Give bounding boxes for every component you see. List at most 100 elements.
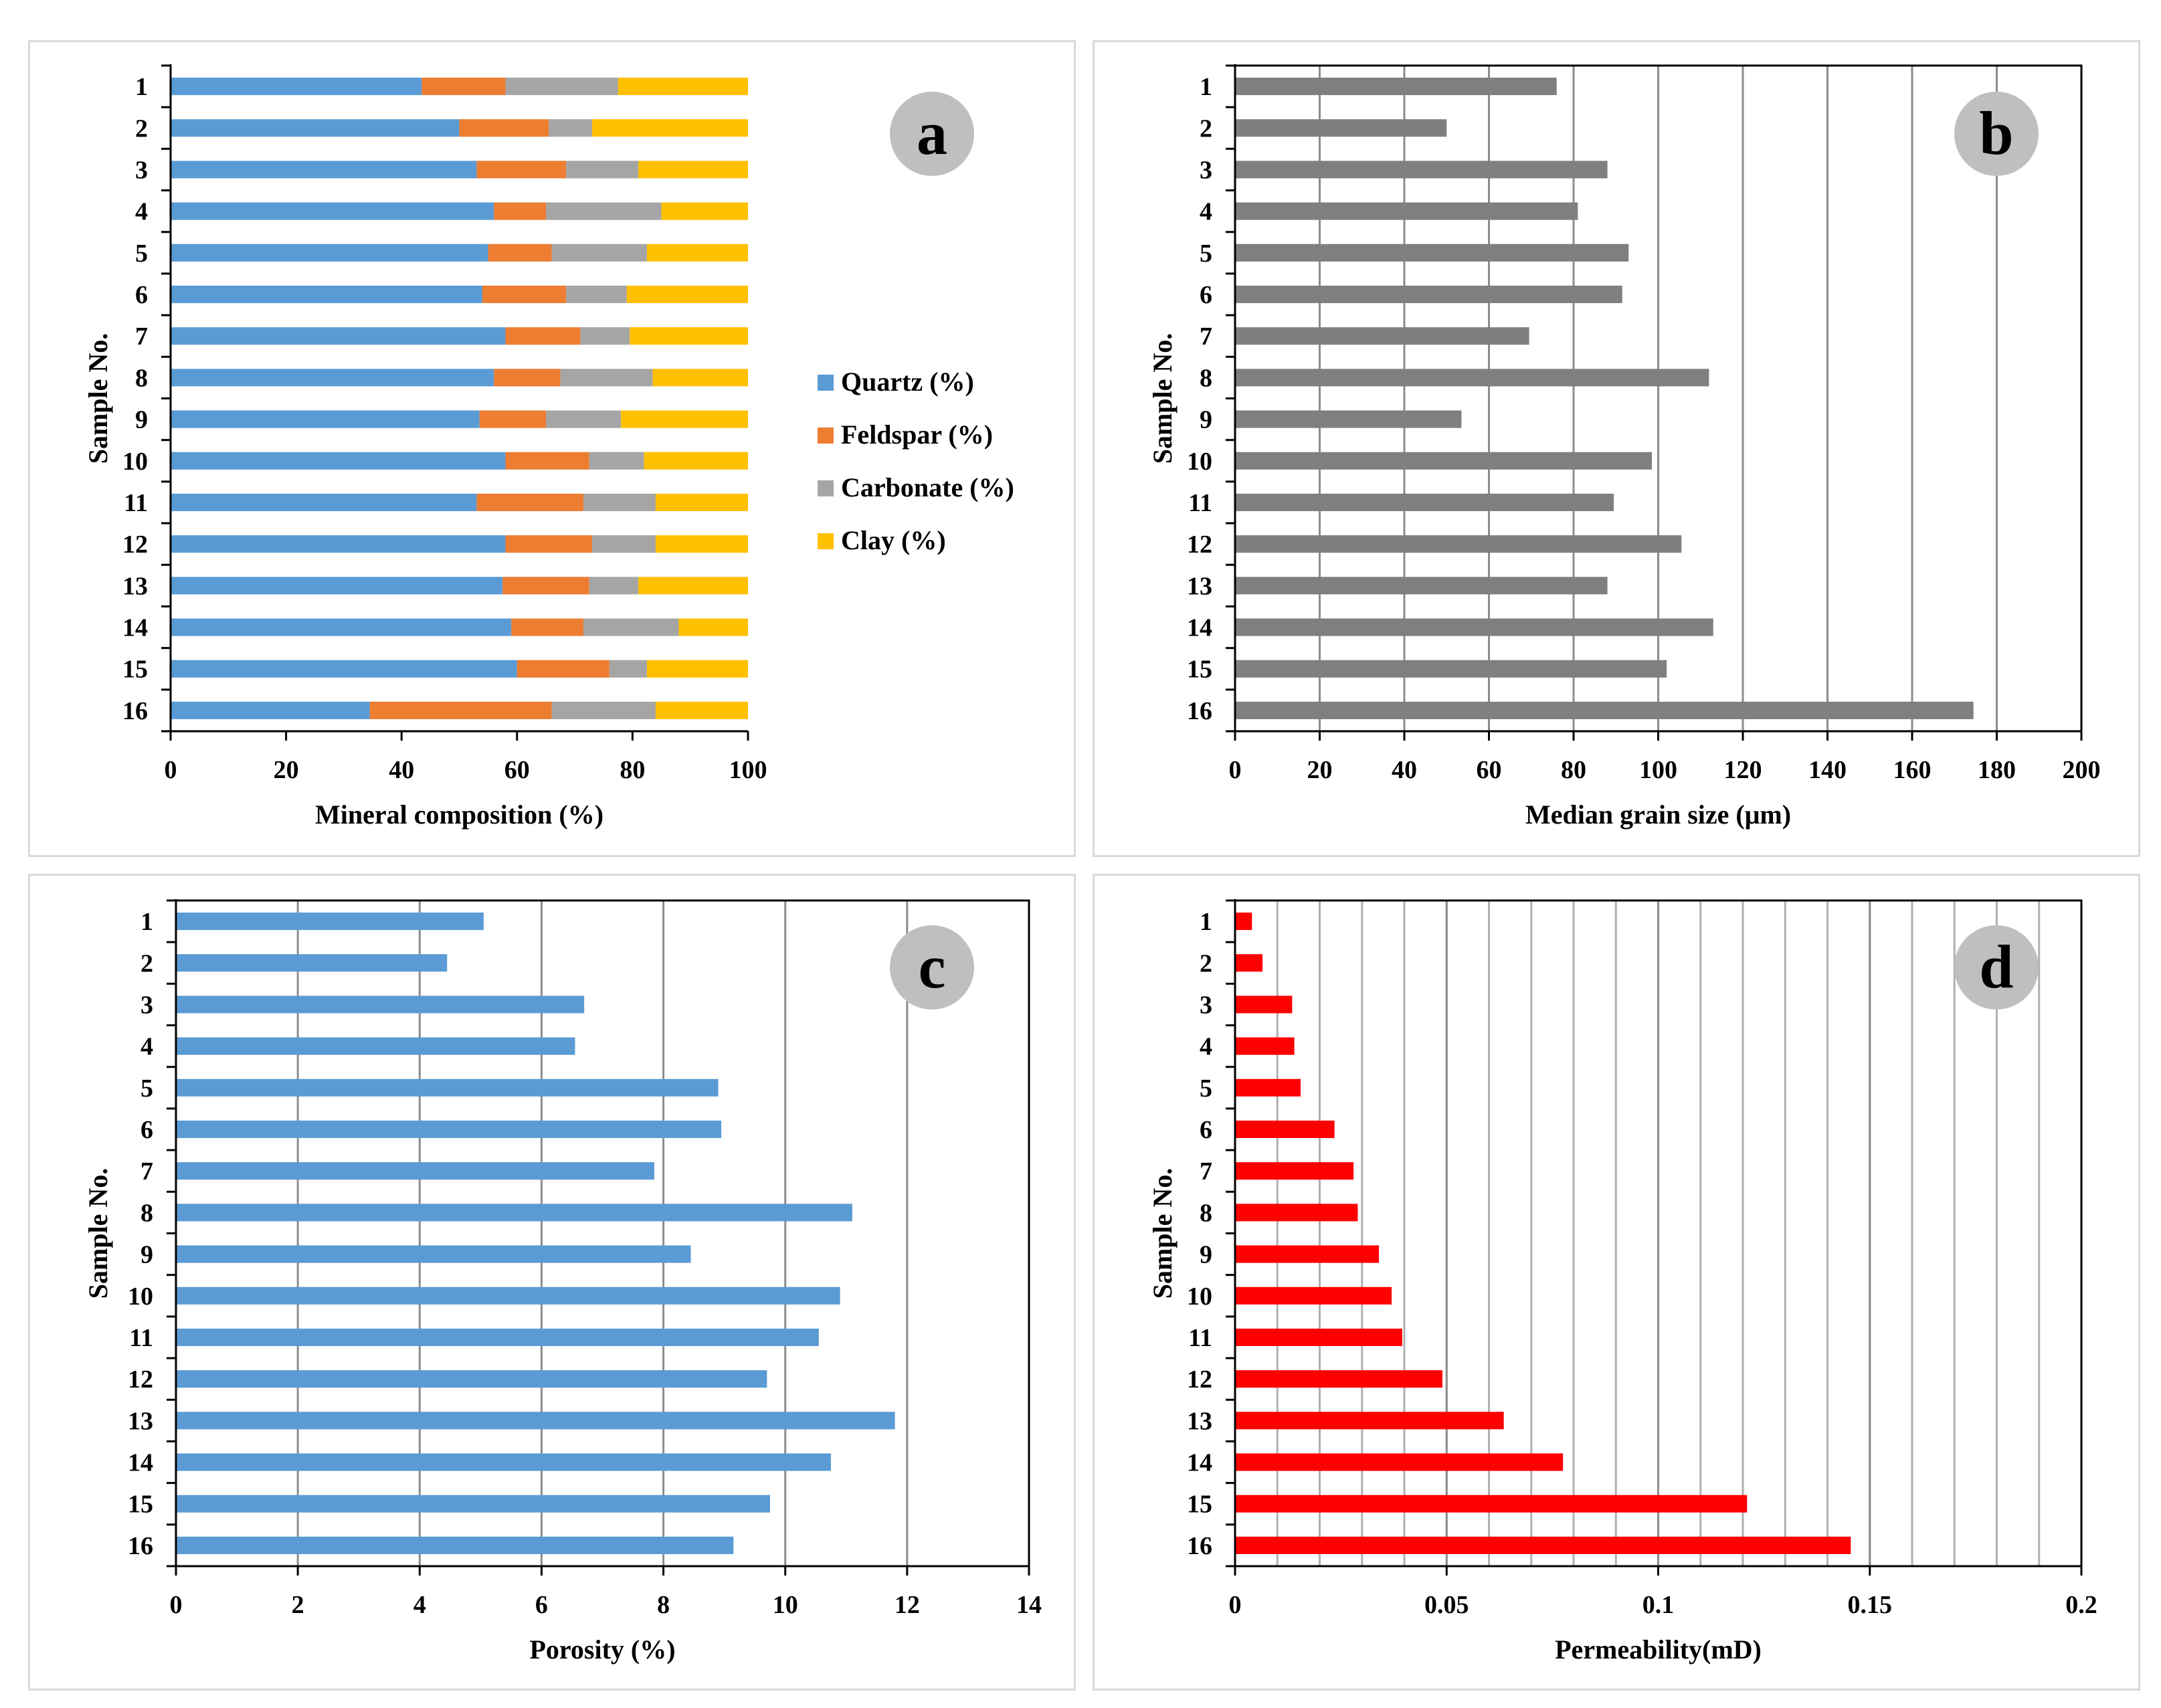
y-tick-label: 2 bbox=[135, 114, 148, 143]
y-tick-label: 1 bbox=[140, 908, 153, 936]
bar-sample-9 bbox=[176, 1245, 691, 1263]
y-tick-label: 14 bbox=[122, 614, 148, 642]
x-tick-label: 2 bbox=[292, 1591, 304, 1619]
bar-sample-1-series-3 bbox=[505, 78, 618, 96]
bar-sample-7-series-4 bbox=[630, 327, 748, 345]
x-tick-label: 10 bbox=[773, 1591, 798, 1619]
bar-sample-12-series-4 bbox=[655, 535, 748, 553]
bar-sample-11 bbox=[176, 1328, 819, 1347]
bar-sample-8 bbox=[1235, 369, 1709, 387]
bar-sample-9-series-3 bbox=[545, 410, 622, 428]
bar-sample-14 bbox=[176, 1453, 832, 1471]
panel-label: d bbox=[1979, 933, 2013, 1001]
y-tick-label: 9 bbox=[1200, 1241, 1212, 1269]
y-tick-label: 13 bbox=[128, 1407, 153, 1435]
legend-label-1: Quartz (%) bbox=[841, 367, 974, 397]
bar-sample-14-series-2 bbox=[511, 618, 584, 636]
bar-sample-12 bbox=[176, 1370, 767, 1388]
y-tick-label: 7 bbox=[135, 322, 148, 351]
y-tick-label: 2 bbox=[140, 949, 153, 977]
bar-sample-3 bbox=[1235, 161, 1608, 179]
bar-sample-4-series-4 bbox=[661, 202, 748, 220]
bar-sample-14-series-1 bbox=[171, 618, 512, 636]
bar-sample-5-series-2 bbox=[488, 244, 552, 262]
x-tick-label: 60 bbox=[504, 756, 530, 784]
bar-sample-15 bbox=[176, 1495, 770, 1513]
bar-sample-3-series-4 bbox=[638, 161, 748, 179]
bar-sample-10-series-2 bbox=[505, 452, 589, 470]
bar-sample-16 bbox=[176, 1536, 734, 1554]
bar-sample-9-series-4 bbox=[621, 410, 748, 428]
y-tick-label: 1 bbox=[1200, 908, 1212, 936]
y-tick-label: 3 bbox=[1200, 991, 1212, 1019]
bar-sample-7 bbox=[176, 1162, 654, 1180]
bar-sample-6 bbox=[1235, 285, 1622, 304]
y-tick-label: 11 bbox=[129, 1324, 153, 1352]
bar-sample-13 bbox=[176, 1412, 895, 1430]
y-tick-label: 10 bbox=[1187, 448, 1212, 476]
x-tick-label: 0 bbox=[165, 756, 177, 784]
y-tick-label: 9 bbox=[135, 406, 148, 434]
y-tick-label: 13 bbox=[122, 572, 148, 600]
y-tick-label: 3 bbox=[140, 991, 153, 1019]
y-tick-label: 9 bbox=[1200, 406, 1212, 434]
y-tick-label: 13 bbox=[1187, 572, 1212, 600]
x-axis-title: Mineral composition (%) bbox=[315, 799, 603, 830]
bar-sample-3-series-1 bbox=[171, 161, 477, 179]
panel-label-badge bbox=[1954, 925, 2039, 1010]
bar-sample-9 bbox=[1235, 1245, 1380, 1263]
y-tick-label: 8 bbox=[1200, 364, 1212, 392]
bar-sample-3 bbox=[176, 995, 585, 1014]
bar-sample-3-series-3 bbox=[566, 161, 639, 179]
y-tick-label: 2 bbox=[1200, 114, 1212, 143]
y-tick-label: 11 bbox=[1188, 1324, 1212, 1352]
bar-sample-10 bbox=[176, 1287, 840, 1305]
bar-sample-16-series-1 bbox=[171, 701, 370, 719]
bar-sample-7-series-1 bbox=[171, 327, 506, 345]
y-tick-label: 11 bbox=[1188, 489, 1212, 517]
y-tick-label: 8 bbox=[1200, 1199, 1212, 1227]
bar-sample-13 bbox=[1235, 1412, 1504, 1430]
bar-sample-2 bbox=[176, 954, 448, 972]
bar-sample-7-series-2 bbox=[505, 327, 581, 345]
x-tick-label: 180 bbox=[1978, 756, 2016, 784]
panel-d: 1 2 3 4 5 6 7 8 9 10 11 12 13 14 15 16 0 0.05 0.1 0.15 0.2 Pe… bbox=[1093, 874, 2140, 1691]
bar-sample-12 bbox=[1235, 535, 1682, 553]
bar-sample-10-series-1 bbox=[171, 452, 506, 470]
bar-sample-1-series-4 bbox=[618, 78, 748, 96]
y-tick-label: 11 bbox=[124, 489, 148, 517]
x-tick-label: 0.05 bbox=[1424, 1591, 1469, 1619]
x-tick-label: 80 bbox=[620, 756, 645, 784]
x-axis-title: Median grain size (μm) bbox=[1525, 799, 1791, 830]
bar-sample-10 bbox=[1235, 1287, 1392, 1305]
bar-sample-11-series-1 bbox=[171, 493, 477, 512]
panel-label-badge bbox=[890, 92, 974, 176]
y-tick-label: 16 bbox=[122, 697, 148, 725]
y-tick-label: 6 bbox=[1200, 281, 1212, 309]
legend-swatch-3 bbox=[818, 480, 834, 496]
bar-sample-11-series-3 bbox=[583, 493, 656, 512]
x-tick-label: 0 bbox=[170, 1591, 183, 1619]
bar-sample-4-series-3 bbox=[545, 202, 662, 220]
bar-sample-8 bbox=[1235, 1204, 1358, 1222]
y-tick-label: 9 bbox=[140, 1241, 153, 1269]
bar-sample-13-series-4 bbox=[638, 577, 748, 595]
bar-sample-5 bbox=[1235, 244, 1629, 262]
y-tick-label: 15 bbox=[122, 656, 148, 684]
bar-sample-15 bbox=[1235, 660, 1667, 678]
x-tick-label: 60 bbox=[1477, 756, 1502, 784]
x-tick-label: 80 bbox=[1561, 756, 1586, 784]
legend-swatch-2 bbox=[818, 428, 834, 444]
bar-sample-11 bbox=[1235, 1328, 1402, 1347]
x-tick-label: 120 bbox=[1724, 756, 1762, 784]
x-tick-label: 100 bbox=[1639, 756, 1677, 784]
x-tick-label: 0 bbox=[1229, 756, 1242, 784]
bar-sample-16-series-2 bbox=[369, 701, 552, 719]
bar-sample-15-series-1 bbox=[171, 660, 517, 678]
y-tick-label: 12 bbox=[128, 1365, 153, 1394]
x-tick-label: 20 bbox=[274, 756, 299, 784]
bar-sample-8-series-2 bbox=[494, 369, 561, 387]
bar-sample-16-series-3 bbox=[551, 701, 656, 719]
bar-sample-12-series-1 bbox=[171, 535, 506, 553]
panel-label: c bbox=[919, 933, 946, 1001]
